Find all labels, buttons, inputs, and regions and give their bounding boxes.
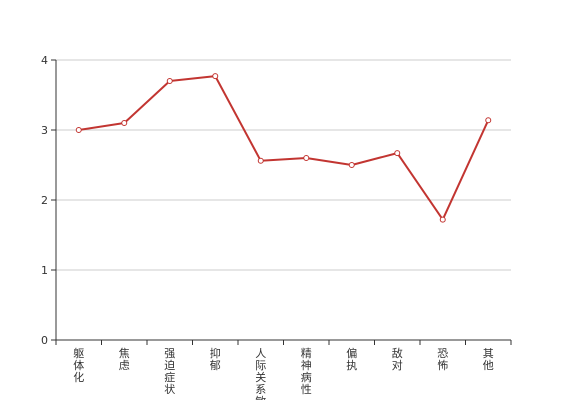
data-point-5[interactable] [303,155,310,161]
x-tick-label: 恐怖 [437,347,448,372]
y-tick-label: 2 [41,194,48,207]
y-tick-label: 0 [41,334,48,347]
x-tick-label: 焦虑 [119,347,130,372]
data-point-4[interactable] [257,157,264,164]
axes [51,59,512,345]
grid-lines [56,59,511,271]
y-tick-labels: 0 1 2 3 4 [41,54,48,347]
y-tick-label: 1 [41,264,48,277]
x-tick-label: 人际关系敏感 [255,347,266,400]
data-point-8[interactable] [439,216,446,223]
x-tick-label: 强迫症状 [164,347,175,396]
y-tick-label: 3 [41,124,48,137]
x-tick-label: 敌对 [392,346,403,372]
x-tick-labels: 躯体化 焦虑 强迫症状 抑郁 人际关系敏感 精神病性 偏执 敌对 恐怖 其他 [73,346,494,404]
data-point-9[interactable] [485,117,492,124]
data-point-0[interactable] [75,127,82,133]
data-point-6[interactable] [348,162,355,168]
x-tick-label: 躯体化 [73,347,84,384]
x-tick-label: 其他 [483,347,494,372]
x-tick-label: 偏执 [346,346,357,372]
data-point-2[interactable] [166,78,173,84]
data-point-1[interactable] [121,120,128,126]
x-tick-label: 抑郁 [210,346,221,372]
data-point-7[interactable] [394,150,401,157]
series-line [78,75,490,221]
data-point-3[interactable] [212,73,219,80]
series-line-group [75,73,492,223]
x-tick-label: 精神病性 [301,347,312,396]
y-tick-label: 4 [41,54,48,67]
